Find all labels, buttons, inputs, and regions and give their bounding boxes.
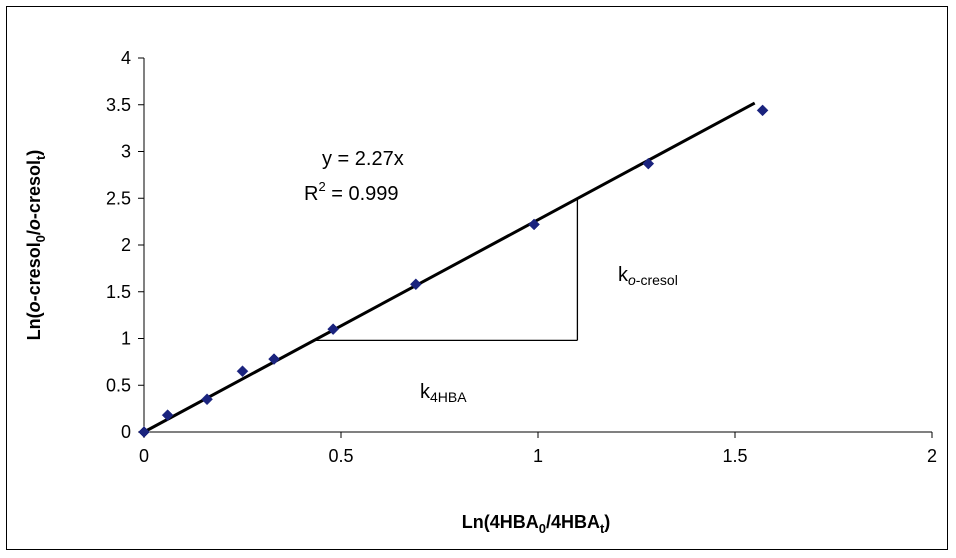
slope-triangle xyxy=(313,198,579,342)
data-point xyxy=(268,353,280,365)
x-tick-label: 0.5 xyxy=(328,446,353,466)
x-axis-title: Ln(4HBA0/4HBAt) xyxy=(462,512,611,536)
y-tick-label: 4 xyxy=(121,48,131,68)
y-tick-label: 1.5 xyxy=(106,282,131,302)
y-axis-ticks: 0 0.5 1 1.5 2 2.5 3 3.5 4 xyxy=(106,48,144,442)
x-tick-label: 2 xyxy=(927,446,937,466)
data-point xyxy=(161,409,174,422)
data-point xyxy=(236,365,249,378)
data-point xyxy=(642,157,655,170)
y-tick-label: 2 xyxy=(121,235,131,255)
y-tick-label: 2.5 xyxy=(106,188,131,208)
x-tick-label: 1 xyxy=(533,446,543,466)
equation-label: y = 2.27x xyxy=(322,148,404,170)
y-axis-title: Ln(o-cresol0/o-cresolt) xyxy=(24,150,48,341)
k-cresol-label: ko-cresol xyxy=(618,264,678,288)
y-tick-label: 3 xyxy=(121,142,131,162)
chart-frame xyxy=(6,6,948,550)
y-tick-label: 0.5 xyxy=(106,375,131,395)
r-squared-label: R2 = 0.999 xyxy=(304,179,399,205)
k-4hba-label: k4HBA xyxy=(420,381,467,405)
data-point xyxy=(138,426,150,438)
data-point xyxy=(410,278,422,291)
y-tick-label: 3.5 xyxy=(106,95,131,115)
x-tick-label: 1.5 xyxy=(722,446,747,466)
x-tick-label: 0 xyxy=(139,446,149,466)
x-axis-ticks: 0 0.5 1 1.5 2 xyxy=(139,432,937,466)
data-point xyxy=(201,393,213,406)
y-tick-label: 1 xyxy=(121,329,131,349)
trendline xyxy=(143,101,756,434)
data-point xyxy=(528,218,540,231)
y-tick-label: 0 xyxy=(121,422,131,442)
data-point xyxy=(756,104,769,117)
data-point xyxy=(327,323,339,336)
data-points xyxy=(138,104,769,438)
